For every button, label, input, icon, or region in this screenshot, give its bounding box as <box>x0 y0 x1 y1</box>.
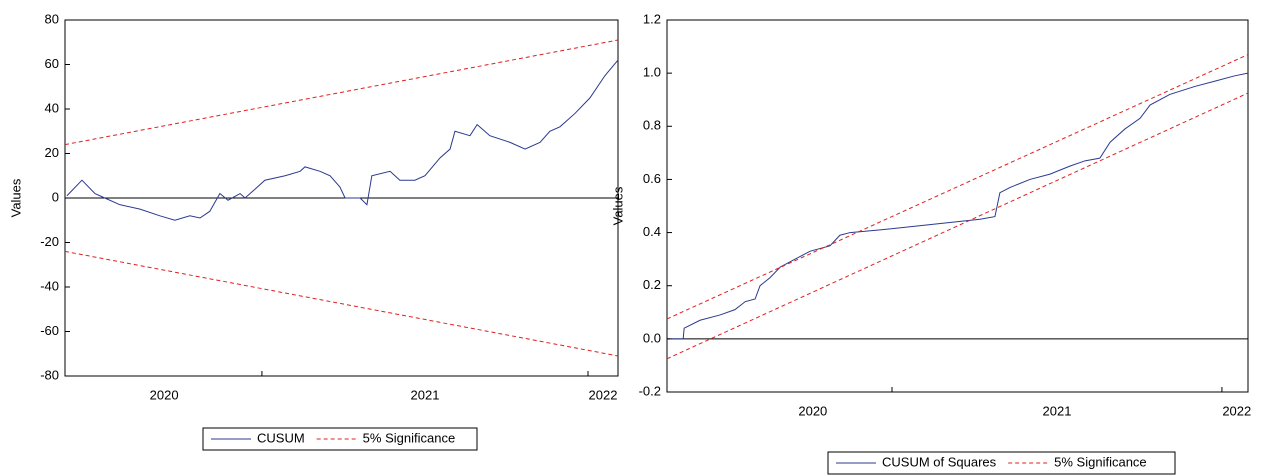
lower-bound <box>666 92 1249 360</box>
y-tick-label: 0.8 <box>643 118 661 133</box>
x-tick-label: 2022 <box>589 387 618 402</box>
legend-box <box>827 451 1176 475</box>
x-tick-label: 2022 <box>1222 403 1251 418</box>
y-tick-label: 0.0 <box>643 330 661 345</box>
x-tick-label: 2021 <box>1043 403 1072 418</box>
y-tick-label: -80 <box>40 367 59 382</box>
y-tick-label: -0.2 <box>639 383 661 398</box>
y-axis-title: Values <box>610 186 625 225</box>
legend-label: CUSUM of Squares <box>882 454 997 469</box>
legend-label: CUSUM <box>257 430 305 445</box>
data-line <box>66 59 619 221</box>
y-tick-label: 80 <box>45 11 59 26</box>
y-tick-label: 0.6 <box>643 171 661 186</box>
lower-bound <box>64 250 619 357</box>
upper-bound <box>64 39 619 146</box>
y-tick-label: 20 <box>45 145 59 160</box>
y-tick-label: 40 <box>45 100 59 115</box>
y-tick-label: 60 <box>45 56 59 71</box>
y-axis-title: Values <box>8 178 23 217</box>
y-tick-label: 0.4 <box>643 224 661 239</box>
x-tick-label: 2020 <box>798 403 827 418</box>
upper-bound <box>666 54 1249 320</box>
data-line <box>669 72 1249 340</box>
y-tick-label: 1.0 <box>643 65 661 80</box>
y-tick-label: -40 <box>40 278 59 293</box>
y-tick-label: 0 <box>52 189 59 204</box>
x-tick-label: 2021 <box>411 387 440 402</box>
x-tick-label: 2020 <box>150 387 179 402</box>
legend-label: 5% Significance <box>363 430 456 445</box>
legend-label: 5% Significance <box>1054 454 1147 469</box>
y-tick-label: 0.2 <box>643 277 661 292</box>
y-tick-label: 1.2 <box>643 11 661 26</box>
y-tick-label: -20 <box>40 234 59 249</box>
y-tick-label: -60 <box>40 323 59 338</box>
plot-frame <box>666 19 1249 393</box>
